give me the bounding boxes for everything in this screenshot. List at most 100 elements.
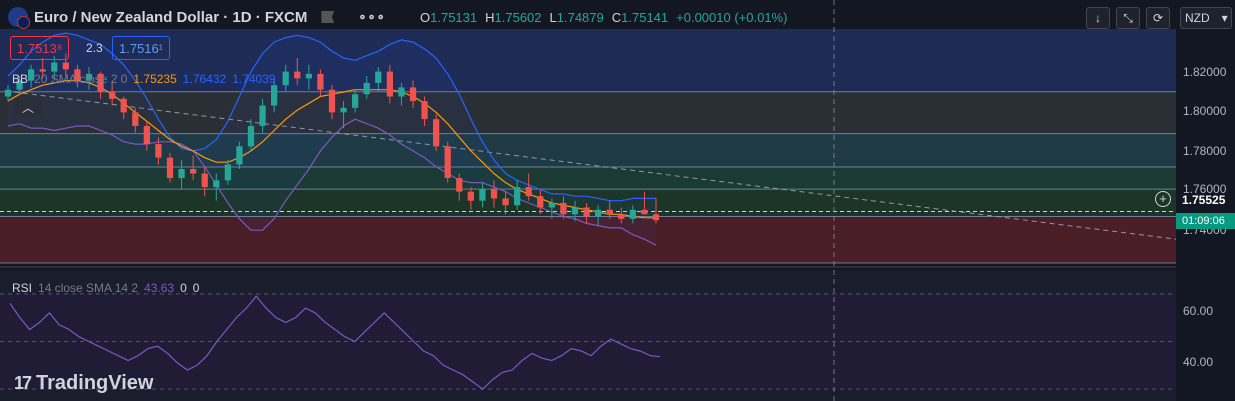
candle-body [294, 71, 301, 79]
candle-body [583, 207, 590, 217]
candle-body [143, 125, 150, 145]
zone-band [0, 133, 1176, 167]
refresh-icon[interactable]: ⟳ [1146, 7, 1170, 29]
bb-lower-value: 1.74039 [232, 72, 276, 86]
low-label: L [549, 10, 557, 25]
candle-body [560, 202, 567, 215]
sell-button[interactable]: 1.7513⁸ [10, 36, 70, 60]
rsi-path [9, 295, 661, 390]
candle-body [514, 187, 521, 206]
candle-body [178, 168, 185, 179]
zone-band [0, 29, 1176, 92]
candle-body [282, 71, 289, 86]
candle-body [525, 187, 532, 197]
brand-name: TradingView [36, 372, 154, 394]
arrow-down-icon[interactable]: ↓ [1086, 7, 1110, 29]
chart-header: Euro / New Zealand Dollar · 1D · FXCM ∘∘… [8, 6, 386, 29]
candle-body [328, 89, 336, 113]
open-value: 1.75131 [430, 10, 478, 25]
candle-body [166, 157, 174, 179]
trendline-line [4, 90, 1177, 240]
symbol-title[interactable]: Euro / New Zealand Dollar · 1D · FXCM [34, 8, 308, 26]
candle-body [155, 144, 162, 158]
candle-body [340, 107, 347, 113]
high-label: H [485, 10, 495, 25]
candle-body [502, 198, 509, 206]
candle-body [4, 89, 12, 97]
bb-name: BB [12, 72, 29, 86]
candle-body [409, 87, 417, 102]
candle-body [629, 209, 636, 219]
open-label: O [420, 10, 431, 25]
rsi-legend[interactable]: RSI 14 close SMA 14 2 43.63 0 0 [12, 281, 199, 295]
candle-body [352, 94, 359, 108]
candle-body [305, 73, 312, 79]
candle-body [421, 101, 428, 120]
candle-body [317, 73, 324, 90]
bb-upper-value: 1.76432 [182, 72, 227, 86]
candle-body [490, 189, 498, 199]
candle-body [479, 189, 486, 201]
price-tick: 1.80000 [1183, 104, 1227, 118]
candle-body [652, 214, 660, 221]
bb-legend[interactable]: BB 20 SMA close 2 0 1.75235 1.76432 1.74… [12, 72, 276, 86]
bollinger-bands [7, 32, 657, 246]
candle-body [236, 146, 243, 165]
buy-button[interactable]: 1.7516¹ [112, 36, 171, 60]
candle-body [74, 69, 81, 81]
candle-body [444, 146, 451, 179]
add-alert-icon[interactable]: + [1155, 191, 1171, 207]
currency-label: NZD [1185, 11, 1210, 25]
expand-icon[interactable]: ⤡ [1116, 7, 1140, 29]
ohlc-readout: O1.75131 H1.75602 L1.74879 C1.75141 +0.0… [420, 10, 787, 25]
flag-marker-icon[interactable] [321, 11, 335, 23]
candle-body [641, 209, 648, 215]
price-tick: 1.76000 [1183, 182, 1227, 196]
rsi-extra-2: 0 [192, 281, 200, 295]
candles [4, 53, 660, 226]
candle-body [386, 71, 393, 97]
candle-body [190, 168, 197, 174]
candle-body [571, 207, 579, 215]
rsi-value: 43.63 [144, 281, 175, 295]
candle-body [132, 112, 139, 126]
rsi-name: RSI [12, 281, 33, 295]
bb-lower-line [7, 118, 657, 246]
candle-body [39, 69, 46, 72]
candle-body [120, 98, 127, 113]
zone-band [0, 166, 1176, 190]
candle-body [375, 71, 382, 83]
more-dots-icon[interactable]: ∘∘∘ [358, 9, 386, 24]
candle-body [259, 105, 266, 126]
zone-band [0, 91, 1176, 134]
candle-body [85, 73, 93, 81]
candle-body [595, 209, 602, 217]
price-tick: 1.82000 [1183, 65, 1227, 79]
candle-body [97, 73, 104, 92]
zone-bands [0, 29, 1176, 263]
rsi-line [9, 295, 661, 390]
candle-body [548, 202, 555, 208]
candle-body [62, 62, 69, 70]
low-value: 1.74879 [556, 10, 604, 25]
bb-upper-line [7, 32, 656, 202]
rsi-tick: 60.00 [1183, 304, 1214, 318]
candle-body [456, 178, 463, 192]
candle-body [51, 62, 58, 72]
eur-nzd-flag-icon [8, 7, 30, 29]
candle-body [271, 85, 278, 106]
collapse-legend-button[interactable]: ︿ [14, 98, 42, 116]
rsi-extra-1: 0 [180, 281, 187, 295]
bb-settings: 20 SMA close 2 0 [34, 72, 128, 86]
price-tick: 1.78000 [1183, 144, 1227, 158]
rsi-settings: 14 close SMA 14 2 [38, 281, 139, 295]
tradingview-brand[interactable]: 17 TradingView [14, 372, 153, 395]
currency-selector[interactable]: NZD ▾ [1180, 7, 1232, 29]
zone-band [0, 216, 1176, 263]
candle-body [467, 191, 474, 201]
candle-body [363, 82, 370, 95]
tradingview-logo-icon: 17 [14, 373, 32, 393]
current-price-label: 1.75525 [1176, 193, 1235, 207]
trendline [4, 90, 1177, 240]
